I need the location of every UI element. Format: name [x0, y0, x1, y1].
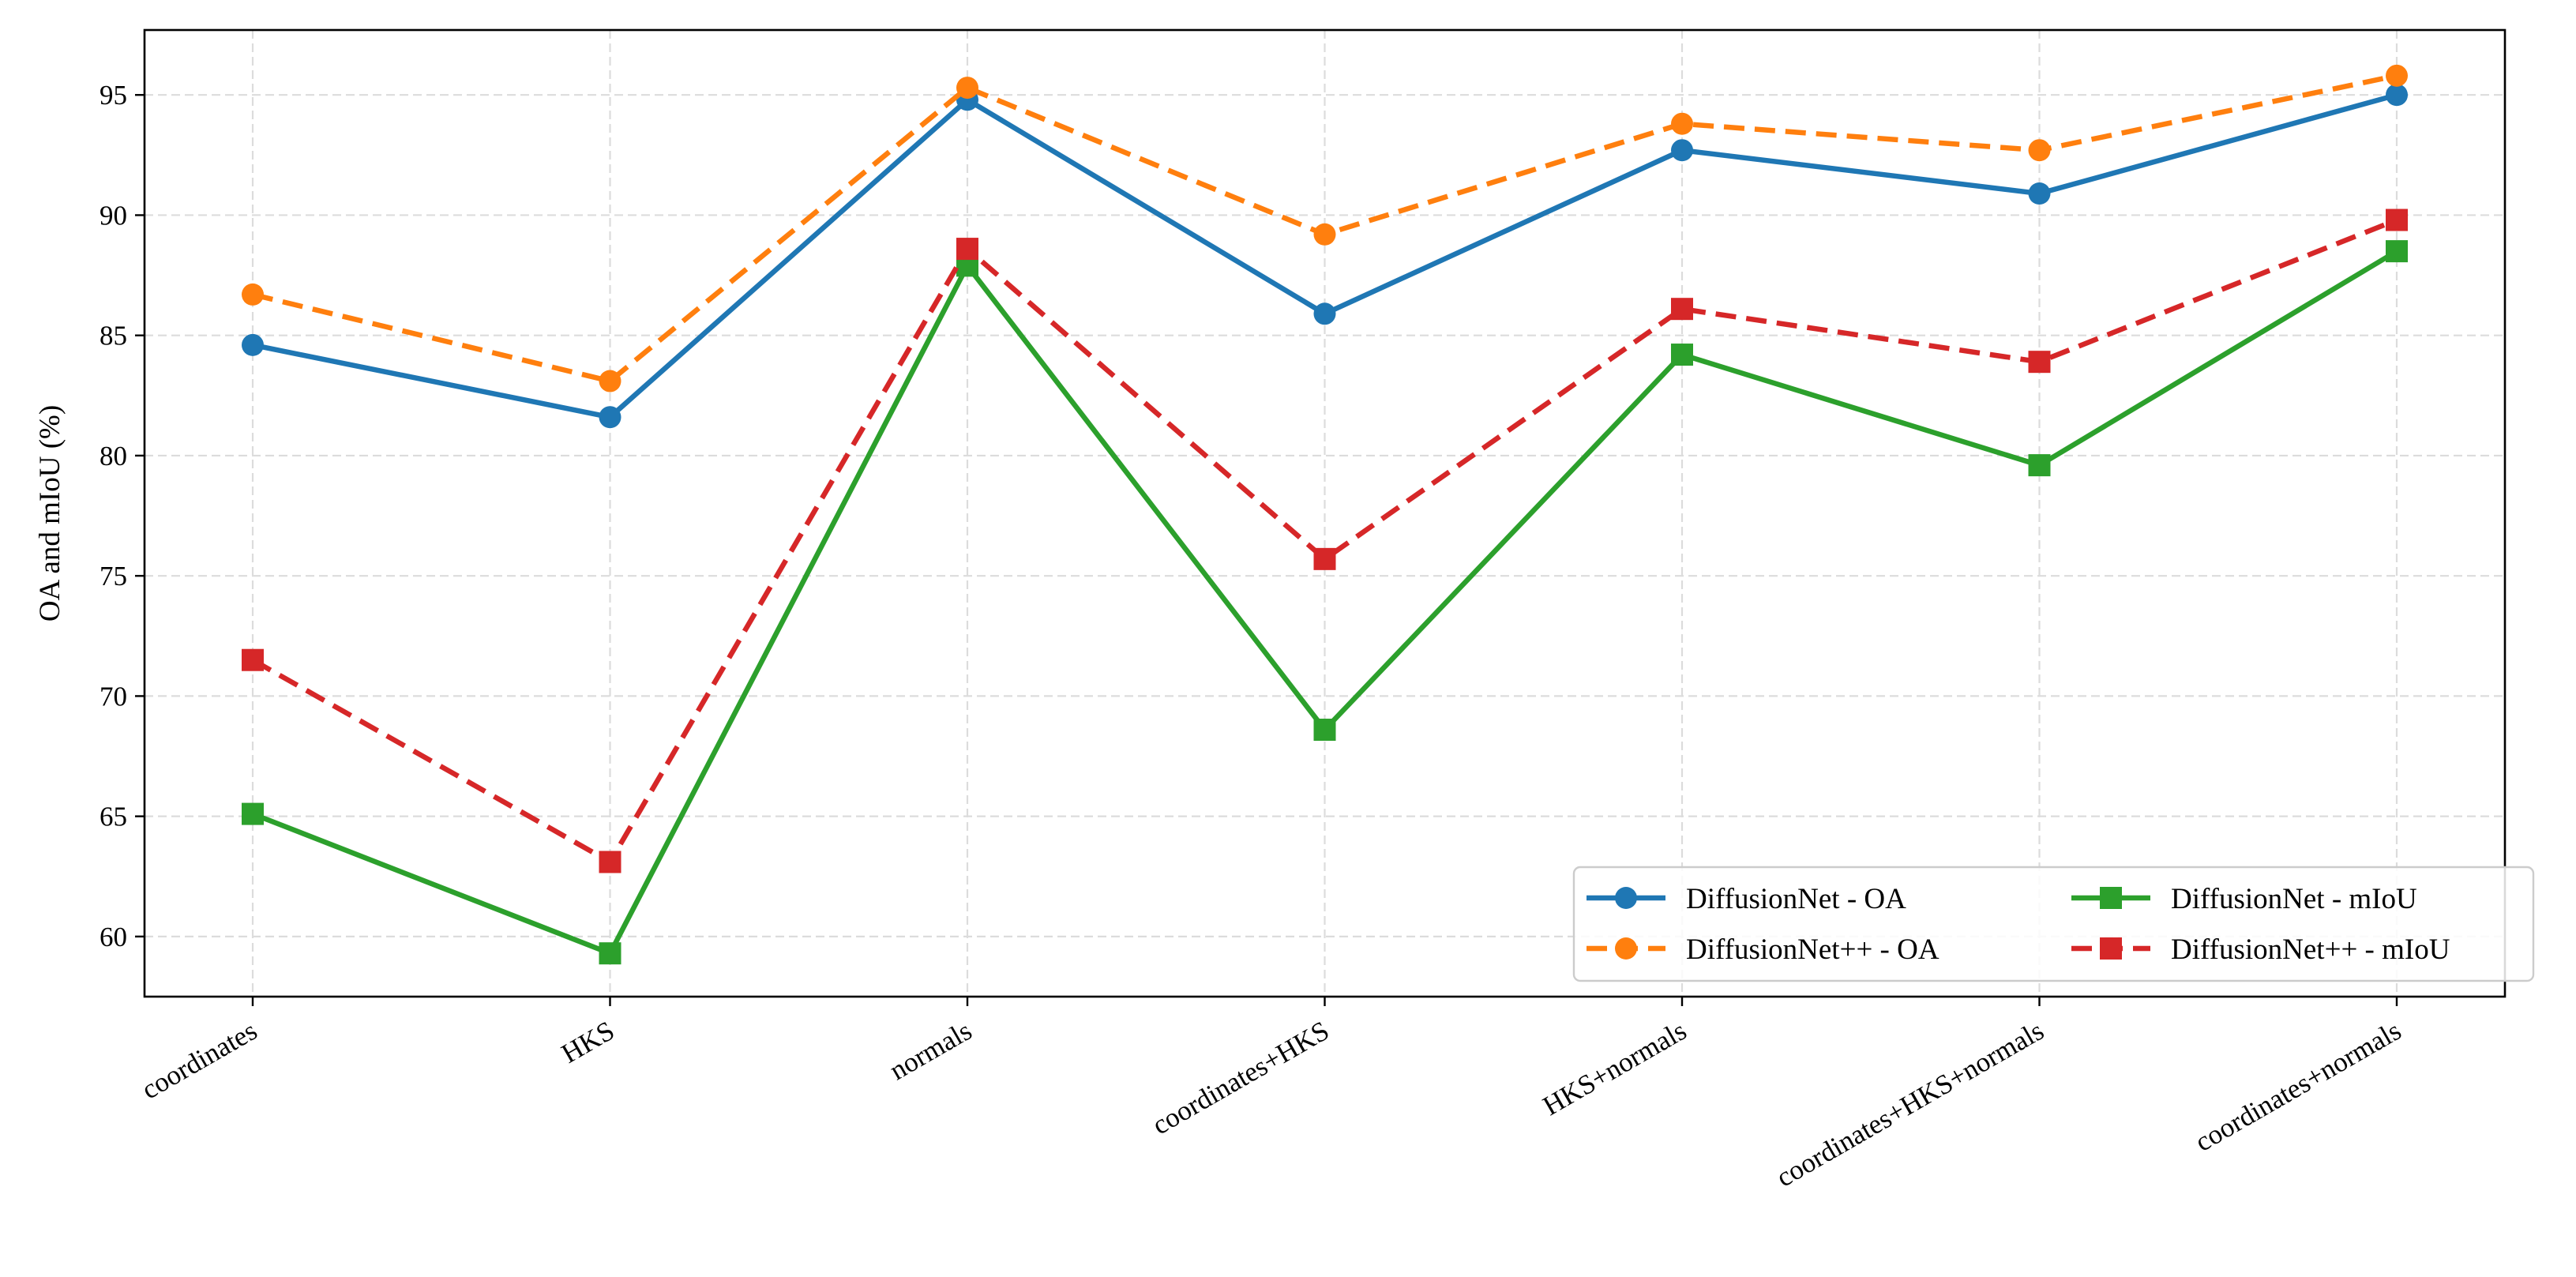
data-point	[956, 238, 978, 261]
data-point	[1313, 223, 1336, 246]
data-point	[242, 333, 264, 356]
series-3	[242, 240, 2408, 965]
legend-label: DiffusionNet - OA	[1686, 883, 1906, 915]
data-point	[242, 283, 264, 306]
x-tick-label: coordinates	[137, 1015, 262, 1105]
data-point	[599, 942, 621, 965]
legend-item: DiffusionNet++ - mIoU	[2071, 933, 2450, 966]
x-tick-label: coordinates+HKS+normals	[1771, 1015, 2049, 1193]
legend-label: DiffusionNet++ - mIoU	[2171, 933, 2450, 966]
plot-frame	[143, 28, 2507, 998]
y-tick-label: 65	[100, 802, 127, 832]
x-tick-label: HKS+normals	[1538, 1015, 1692, 1121]
axes: 60 65 70 75 80 85 90 95 coordinates HKS normals coo…	[100, 28, 2507, 1193]
series-group	[242, 64, 2408, 965]
y-tick-label: 95	[100, 80, 127, 111]
data-point	[2028, 182, 2051, 205]
legend-box	[1572, 866, 2535, 982]
y-tick-label: 70	[100, 681, 127, 712]
x-tick-label: HKS	[556, 1015, 619, 1069]
data-point	[242, 802, 264, 825]
data-point	[956, 77, 978, 100]
y-tick-label: 75	[100, 561, 127, 592]
data-point	[2028, 351, 2051, 374]
series-4	[242, 208, 2408, 873]
data-point	[599, 370, 621, 392]
grid	[145, 30, 2505, 997]
data-point	[1313, 547, 1336, 570]
data-point	[2028, 454, 2051, 477]
x-tick-label: coordinates+normals	[2190, 1015, 2406, 1158]
data-point	[1671, 139, 1693, 162]
data-point	[1313, 719, 1336, 742]
data-point	[2386, 64, 2408, 87]
data-point	[599, 406, 621, 429]
data-point	[1313, 302, 1336, 325]
data-point	[2386, 208, 2408, 231]
legend-marker	[2100, 887, 2122, 909]
legend-label: DiffusionNet - mIoU	[2171, 883, 2417, 915]
data-point	[2386, 240, 2408, 263]
legend-label: DiffusionNet++ - OA	[1686, 933, 1940, 966]
y-axis-label: OA and mIoU (%)	[34, 405, 66, 622]
y-tick-label: 85	[100, 321, 127, 351]
y-tick-label: 80	[100, 441, 127, 471]
legend-marker	[2100, 937, 2122, 960]
legend-marker	[1615, 937, 1637, 960]
data-point	[599, 851, 621, 873]
legend-item: DiffusionNet - OA	[1587, 883, 1906, 915]
legend-marker	[1615, 887, 1637, 909]
series-1	[242, 84, 2408, 429]
data-point	[242, 648, 264, 671]
y-tick-label: 60	[100, 922, 127, 952]
data-point	[2386, 84, 2408, 107]
series-2	[242, 64, 2408, 392]
legend-item: DiffusionNet - mIoU	[2071, 883, 2417, 915]
data-point	[1671, 298, 1693, 321]
legend: DiffusionNet - OA DiffusionNet++ - OA Diff…	[1572, 866, 2535, 982]
x-tick-label: coordinates+HKS	[1147, 1015, 1335, 1140]
legend-item: DiffusionNet++ - OA	[1587, 933, 1940, 966]
data-point	[1671, 344, 1693, 366]
y-tick-label: 90	[100, 200, 127, 231]
data-point	[2028, 139, 2051, 162]
x-tick-label: normals	[884, 1015, 977, 1086]
data-point	[1671, 112, 1693, 135]
